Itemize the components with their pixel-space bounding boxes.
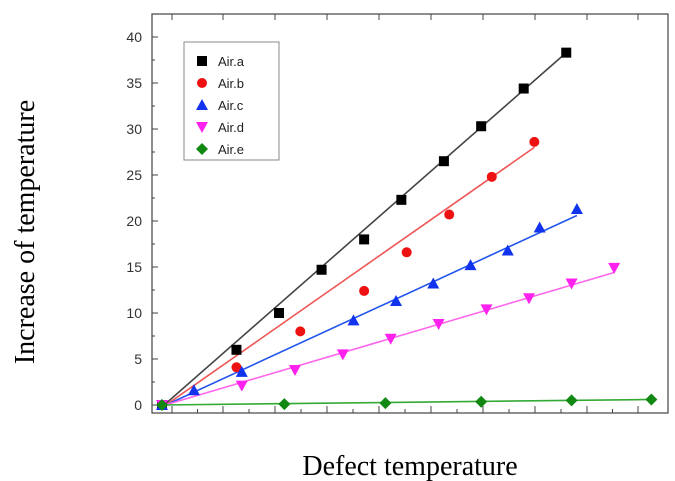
legend-entries: Air.a Air.b Air.c Air.d Air.e bbox=[196, 54, 245, 157]
legend-marker bbox=[197, 56, 207, 66]
data-point bbox=[645, 393, 658, 406]
data-point bbox=[480, 304, 493, 316]
legend-label: Air.b bbox=[218, 76, 244, 91]
data-point bbox=[235, 365, 248, 377]
legend-marker bbox=[196, 143, 208, 155]
x-axis bbox=[171, 14, 639, 413]
data-point bbox=[231, 344, 242, 355]
data-point bbox=[476, 121, 487, 132]
data-point bbox=[274, 308, 285, 318]
data-point bbox=[401, 247, 412, 258]
data-point bbox=[396, 194, 407, 205]
data-point bbox=[518, 83, 529, 94]
data-point bbox=[379, 397, 392, 410]
data-point bbox=[486, 171, 497, 182]
data-point bbox=[316, 264, 327, 275]
fit-line-air-c bbox=[161, 214, 578, 408]
fit-line-air-a bbox=[161, 52, 567, 408]
legend-marker bbox=[196, 122, 208, 133]
data-point bbox=[384, 333, 397, 345]
y-tick-label: 10 bbox=[126, 305, 142, 321]
data-point bbox=[475, 395, 488, 408]
data-point bbox=[533, 221, 546, 233]
data-point bbox=[432, 319, 445, 331]
data-point bbox=[231, 362, 242, 373]
data-point bbox=[529, 136, 540, 147]
data-point bbox=[444, 209, 455, 220]
data-point bbox=[464, 259, 477, 271]
data-point bbox=[565, 394, 578, 407]
data-point bbox=[347, 314, 360, 326]
fit-line-air-b bbox=[161, 146, 535, 409]
legend-marker bbox=[196, 99, 208, 110]
data-point bbox=[359, 285, 370, 296]
data-points bbox=[156, 47, 658, 411]
y-tick-label: 0 bbox=[134, 397, 142, 413]
data-point bbox=[565, 278, 578, 290]
legend-label: Air.d bbox=[218, 120, 244, 135]
y-tick-label: 40 bbox=[126, 29, 142, 45]
data-point bbox=[608, 262, 621, 274]
legend: Air.a Air.b Air.c Air.d Air.e bbox=[183, 41, 280, 161]
series-air-e bbox=[156, 393, 658, 411]
y-tick-label: 5 bbox=[134, 351, 142, 367]
data-point bbox=[278, 398, 291, 411]
legend-label: Air.e bbox=[218, 142, 244, 157]
data-point bbox=[561, 47, 572, 58]
data-point bbox=[235, 380, 248, 392]
legend-marker bbox=[197, 78, 207, 88]
y-tick-label: 20 bbox=[126, 213, 142, 229]
legend-label: Air.a bbox=[218, 54, 245, 69]
data-point bbox=[295, 326, 306, 337]
y-tick-label: 25 bbox=[126, 167, 142, 183]
y-tick-label: 30 bbox=[126, 121, 142, 137]
data-point bbox=[438, 156, 449, 167]
y-tick-label: 15 bbox=[126, 259, 142, 275]
series-air-d bbox=[156, 262, 621, 411]
y-axis-title: Increase of temperature bbox=[10, 100, 41, 364]
series-air-c bbox=[156, 203, 583, 410]
plot-frame bbox=[151, 13, 669, 414]
y-tick-label: 35 bbox=[126, 75, 142, 91]
fit-line-air-e bbox=[161, 398, 652, 406]
data-point bbox=[156, 399, 168, 411]
data-point bbox=[523, 293, 536, 305]
legend-label: Air.c bbox=[218, 98, 244, 113]
data-point bbox=[288, 365, 301, 377]
data-point bbox=[427, 277, 440, 289]
data-point bbox=[336, 349, 349, 361]
series-air-b bbox=[157, 136, 540, 410]
data-point bbox=[390, 295, 403, 307]
data-point bbox=[570, 203, 583, 215]
y-axis: 0 5 10 15 20 25 30 35 40 bbox=[126, 29, 158, 413]
data-point bbox=[359, 234, 370, 245]
data-point bbox=[187, 384, 200, 396]
x-axis-title: Defect temperature bbox=[302, 451, 517, 481]
data-point bbox=[501, 244, 514, 256]
